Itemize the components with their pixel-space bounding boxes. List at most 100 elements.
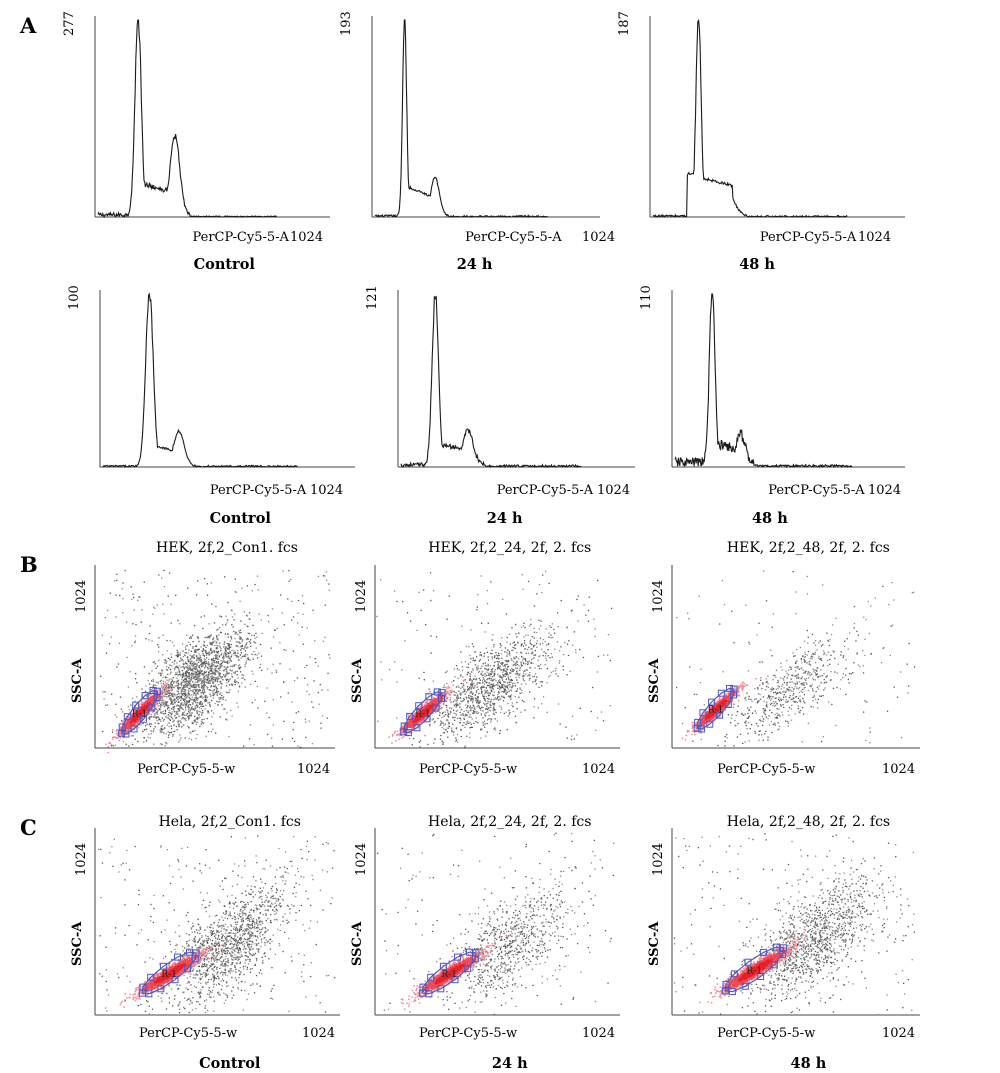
scatter-point [154,713,156,715]
scatter-point [287,598,289,600]
scatter-point [220,650,222,652]
scatter-point [243,648,245,650]
scatter-point [182,712,184,714]
scatter-point [160,696,162,698]
condition-label: 24 h [457,256,493,273]
scatter-point [234,683,236,686]
scatter-point [479,700,481,702]
scatter-point [137,599,139,601]
scatter-point [105,704,107,706]
scatter-point [559,660,561,662]
scatter-point [174,659,176,662]
scatter-point [198,673,200,675]
scatter-point [456,717,459,720]
scatter-point [208,673,210,676]
scatter-point [207,661,209,663]
scatter-point [200,616,202,618]
scatter-point [208,652,210,654]
scatter-point [157,705,159,707]
scatter-point [182,675,184,677]
scatter-point [186,683,189,685]
scatter-point [163,569,165,572]
scatter-point [244,645,247,647]
scatter-point [521,689,523,691]
scatter-point [156,711,158,713]
scatter-point [189,681,191,683]
scatter-point [194,700,196,702]
scatter-point [243,655,246,657]
scatter-point [511,702,513,704]
scatter-point [504,651,506,653]
scatter-point [494,670,496,672]
scatter-point [163,690,166,692]
scatter-point [183,684,185,686]
scatter-point [188,637,191,639]
scatter-point [471,697,473,699]
scatter-point [521,692,523,694]
scatter-point [470,695,472,697]
scatter-point [533,631,536,633]
scatter-point [226,673,229,675]
scatter-point [320,727,322,729]
scatter-point [467,720,469,722]
scatter-point [199,655,201,657]
scatter-point [550,653,553,655]
scatter-point [192,656,194,659]
scatter-point [240,649,242,651]
scatter-point [192,667,194,669]
scatter-point [134,700,136,703]
scatter-point [148,632,151,635]
scatter-point [214,680,216,682]
scatter-point [469,674,471,676]
scatter-point [201,690,204,692]
scatter-point [210,658,213,660]
scatter-point [246,614,248,616]
scatter-point [230,636,232,638]
scatter-point [206,697,208,699]
scatter-point [175,697,178,699]
scatter-point [158,574,160,576]
scatter-point [201,714,203,716]
scatter-point [177,667,180,670]
scatter-point [475,698,478,700]
scatter-point [497,655,499,657]
scatter-point [195,704,197,706]
scatter-point [484,689,486,691]
scatter-point [201,685,204,687]
scatter-point [178,665,181,667]
scatter-point [179,734,181,736]
scatter-point [467,700,469,702]
scatter-point [482,724,484,726]
scatter-point [188,680,191,682]
scatter-point [174,715,176,717]
scatter-point [187,709,190,711]
scatter-point [125,743,127,745]
scatter-point [138,724,141,726]
scatter-point [164,700,166,703]
scatter-point [172,709,174,711]
scatter-point [439,724,441,726]
scatter-point [191,721,193,723]
scatter-point [176,666,178,668]
scatter-point [516,708,518,710]
scatter-point [529,672,531,674]
scatter-point [207,682,209,684]
scatter-point [203,649,205,651]
scatter-point [183,672,185,675]
scatter-point [509,643,511,645]
scatter-point [228,645,230,647]
scatter-point [485,687,488,689]
scatter-point [494,684,496,686]
scatter-point [486,674,488,676]
scatter-point [153,606,155,608]
scatter-point [216,688,218,690]
gated-point [115,732,118,735]
scatter-point [194,697,196,699]
scatter-point [234,578,236,580]
scatter-point [452,701,455,703]
scatter-point [184,695,186,698]
scatter-point [225,624,227,626]
scatter-point [119,594,121,597]
scatter-point [178,653,180,655]
